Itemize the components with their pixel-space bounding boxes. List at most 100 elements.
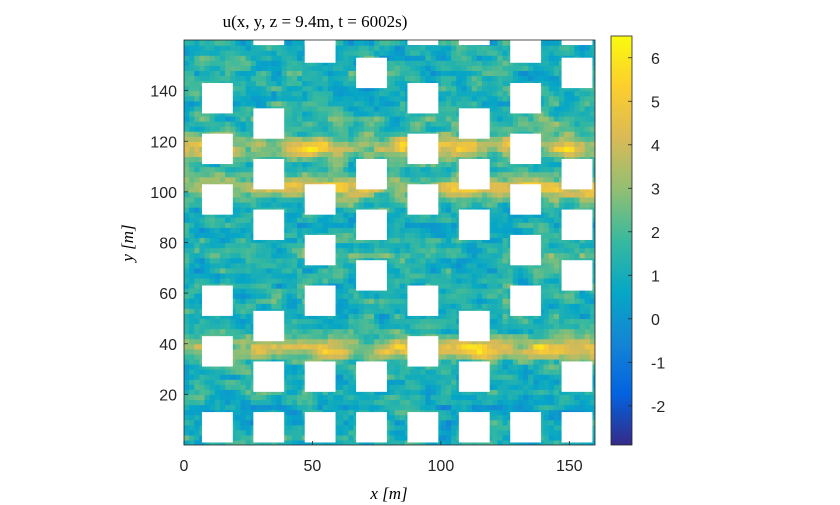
field-cell [358, 136, 365, 142]
field-cell [348, 191, 355, 198]
field-cell [322, 161, 329, 168]
field-cell [589, 389, 595, 395]
field-cell [343, 232, 349, 239]
field-cell [379, 313, 385, 320]
field-cell [240, 166, 247, 173]
field-cell [348, 257, 355, 264]
field-cell [543, 166, 550, 173]
field-cell [404, 277, 411, 284]
field-cell [291, 126, 298, 132]
field-cell [559, 242, 565, 249]
field-cell [297, 277, 303, 284]
field-cell [219, 328, 226, 335]
field-cell [327, 399, 334, 406]
field-cell [281, 161, 288, 168]
field-cell [466, 338, 473, 345]
field-cell [574, 186, 581, 193]
field-cell [255, 267, 262, 274]
field-cell [368, 293, 375, 299]
field-cell [327, 166, 334, 173]
field-cell [209, 232, 216, 239]
field-cell [348, 439, 355, 445]
field-cell [214, 171, 221, 178]
field-cell [404, 237, 411, 244]
field-cell [481, 272, 488, 279]
field-cell [230, 161, 236, 168]
field-cell [194, 161, 201, 168]
field-cell [502, 257, 509, 264]
field-cell [384, 151, 391, 158]
field-cell [528, 176, 534, 183]
field-cell [497, 338, 504, 345]
field-cell [435, 333, 442, 340]
field-cell [589, 252, 595, 259]
field-cell [348, 328, 355, 335]
field-cell [507, 333, 514, 340]
field-cell [410, 252, 416, 259]
field-cell [271, 257, 278, 264]
field-cell [194, 207, 201, 213]
field-cell [502, 283, 509, 289]
field-cell [492, 247, 498, 254]
field-cell [523, 333, 529, 340]
field-cell [430, 318, 437, 325]
field-cell [219, 257, 226, 264]
field-cell [276, 252, 283, 259]
field-cell [492, 369, 498, 375]
field-cell [250, 257, 257, 264]
field-cell [194, 166, 201, 173]
field-cell [286, 298, 293, 304]
field-cell [451, 313, 457, 320]
field-cell [404, 232, 411, 239]
field-cell [404, 404, 411, 411]
field-cell [358, 404, 365, 411]
field-cell [332, 348, 339, 355]
field-cell [312, 272, 319, 279]
field-cell [255, 389, 262, 395]
field-cell [204, 227, 211, 233]
field-cell [384, 202, 391, 208]
field-cell [297, 333, 303, 340]
field-cell [389, 338, 396, 345]
field-cell [399, 262, 406, 269]
field-cell [553, 313, 560, 320]
field-cell [297, 131, 303, 137]
field-cell [399, 333, 406, 340]
field-cell [553, 181, 560, 188]
field-cell [286, 227, 293, 233]
field-cell [548, 217, 555, 223]
field-cell [497, 247, 504, 254]
field-cell [384, 323, 391, 330]
field-cell [271, 353, 278, 360]
field-cell [189, 252, 195, 259]
field-cell [553, 146, 560, 152]
field-cell [451, 399, 457, 406]
field-cell [430, 394, 437, 401]
field-cell [584, 131, 591, 137]
field-cell [245, 151, 252, 158]
field-cell [435, 394, 442, 401]
field-cell [589, 141, 595, 147]
field-cell [487, 207, 493, 213]
field-cell [240, 414, 247, 421]
field-cell [517, 272, 524, 279]
field-cell [548, 333, 555, 340]
field-cell [487, 217, 493, 223]
field-cell [297, 186, 303, 193]
field-cell [317, 212, 324, 218]
field-cell [189, 277, 195, 284]
field-cell [533, 348, 540, 355]
field-cell [446, 277, 452, 284]
field-cell [589, 146, 595, 152]
field-cell [363, 348, 370, 355]
field-cell [389, 212, 396, 218]
field-cell [456, 247, 463, 254]
field-cell [230, 308, 236, 314]
field-cell [553, 272, 560, 279]
field-cell [471, 242, 478, 249]
field-cell [230, 389, 236, 395]
field-cell [379, 399, 385, 406]
field-cell [564, 338, 570, 345]
field-cell [322, 217, 329, 223]
field-cell [471, 262, 478, 269]
